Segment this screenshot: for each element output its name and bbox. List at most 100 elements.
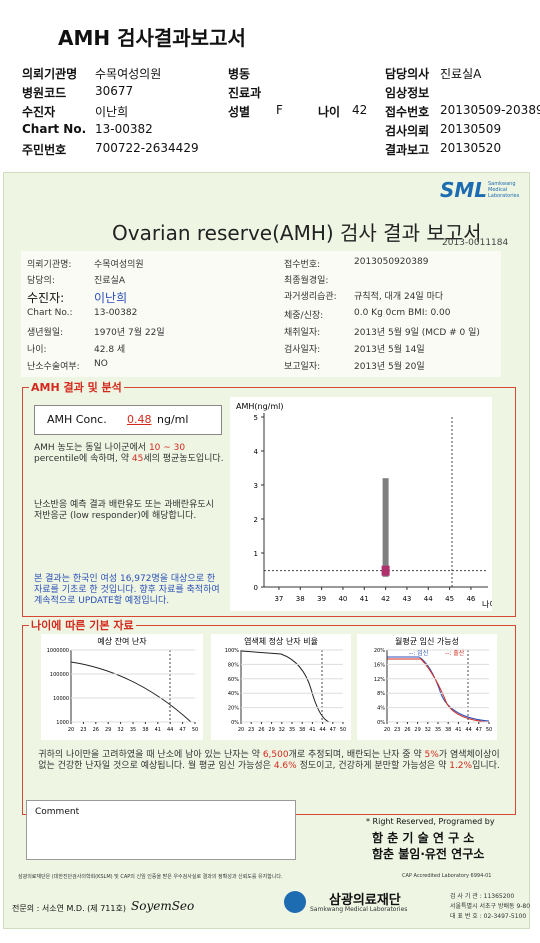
field-label: 체중/신장: xyxy=(284,311,324,321)
conc-label: AMH Conc. xyxy=(47,413,107,426)
x-tick-label: 35 xyxy=(435,727,441,733)
amh-chart: AMH(ng/ml)01234537383940414243444546나이 xyxy=(230,397,492,611)
text-segment: 45 xyxy=(131,454,144,464)
y-tick-label: 16% xyxy=(374,662,385,668)
field-label: 의뢰기관명 xyxy=(22,67,78,81)
para2: 난소반응 예측 결과 배란유도 또는 과배란유도시 저반응군 (low resp… xyxy=(34,500,224,522)
report: SML Samkwang Medical Laboratories Ovaria… xyxy=(3,172,530,929)
chart-title: 염색체 정상 난자 비율 xyxy=(244,636,318,646)
field-label: 의뢰기관명: xyxy=(27,260,72,270)
x-tick-label: 37 xyxy=(274,595,283,603)
x-tick-label: 23 xyxy=(248,727,254,733)
comment-box: Comment xyxy=(26,800,296,860)
field-value: 수목여성의원 xyxy=(95,67,162,81)
y-tick-label: 3 xyxy=(254,482,258,490)
x-tick-label: 47 xyxy=(476,727,482,733)
field-value: 진료실A xyxy=(94,276,125,286)
logo: SML xyxy=(440,178,488,202)
field-value: 규칙적, 대개 24일 마다 xyxy=(354,292,444,302)
field-label: 성별 xyxy=(228,105,251,119)
text-segment: 귀하의 나이만을 고려하였을 때 난소에 남아 있는 난자는 약 xyxy=(38,750,263,760)
field-label: 난소수술여부: xyxy=(27,362,80,372)
field-value: 42.8 세 xyxy=(94,345,126,355)
field-value: 이난희 xyxy=(94,291,128,305)
y-tick-label: 1000000 xyxy=(47,648,69,654)
amh-section: AMH 결과 및 분석 AMH Conc. 0.48 ng/ml AMH 농도는… xyxy=(22,379,516,617)
x-tick-label: 26 xyxy=(258,727,264,733)
field-value: 2013년 5월 14일 xyxy=(354,345,425,355)
org-info-line: 검 사 기 관 : 11365200 xyxy=(450,893,515,900)
y-tick-label: 0 xyxy=(254,584,258,592)
field-label: 나이: xyxy=(27,345,47,355)
field-value: 2013년 5월 9일 (MCD # 0 일) xyxy=(354,328,480,338)
y-tick-label: 60% xyxy=(228,677,239,683)
mini-chart: 예상 잔여 난자 1000 10000 100000 1000000 20 23 26 29 32… xyxy=(41,634,203,740)
field-label: 과거생리습관: xyxy=(284,292,337,302)
text-segment: 세의 평균농도입니다. xyxy=(143,454,224,464)
report-title: Ovarian reserve(AMH) 검사 결과 보고서 xyxy=(112,221,482,245)
field-label: 나이 xyxy=(318,105,341,119)
field-label: 주민번호 xyxy=(22,143,67,157)
text-segment: 본 결과는 한국인 여성 16,972명을 대상으로 한 자료를 기초로 한 것… xyxy=(34,574,220,606)
x-tick-label: 20 xyxy=(68,727,74,733)
x-tick-label: 44 xyxy=(424,595,433,603)
y-tick-label: 0% xyxy=(377,720,385,726)
comment-label: Comment xyxy=(35,807,80,817)
patient-box xyxy=(21,251,501,377)
field-value: 2013050920389 xyxy=(354,257,429,267)
field-value: 2013년 5월 20일 xyxy=(354,362,425,372)
basic-section: 나이에 따른 기본 자료 예상 잔여 난자 1000 10000 100000 1000… xyxy=(22,617,516,815)
x-tick-label: 38 xyxy=(296,595,305,603)
field-value: 1970년 7월 22일 xyxy=(94,328,165,338)
y-tick-label: 20% xyxy=(374,648,385,654)
y-tick-label: 20% xyxy=(228,706,239,712)
text-segment: 4.6% xyxy=(273,761,297,771)
y-tick-label: 0% xyxy=(231,720,239,726)
field-value: 13-00382 xyxy=(95,122,153,136)
field-value: 700722-2634429 xyxy=(95,141,199,155)
org-name: 삼광의료재단 xyxy=(329,893,401,908)
field-label: 병동 xyxy=(228,67,251,81)
field-label: 담당의사 xyxy=(385,67,430,81)
x-tick-label: 23 xyxy=(394,727,400,733)
x-tick-label: 47 xyxy=(330,727,336,733)
field-value: 진료실A xyxy=(440,67,482,81)
field-value: 13-00382 xyxy=(94,308,138,318)
field-label: Chart No.: xyxy=(27,308,73,318)
y-tick-label: 2 xyxy=(254,516,258,524)
signature: SoyemSeo xyxy=(131,899,195,913)
cap: CAP Accredited Laboratory 6994-01 xyxy=(402,873,492,879)
text-segment: 정도이고, 건강하게 분만할 가능성은 약 xyxy=(296,761,450,771)
x-tick-label: 46 xyxy=(466,595,475,603)
x-tick-label: 43 xyxy=(402,595,411,603)
text-segment: 10 ~ 30 xyxy=(148,443,186,453)
para3: 본 결과는 한국인 여성 16,972명을 대상으로 한 자료를 기초로 한 것… xyxy=(34,574,224,607)
field-value: 수목여성의원 xyxy=(94,260,144,270)
field-label: Chart No. xyxy=(22,122,87,136)
y-tick-label: 100% xyxy=(225,648,240,654)
x-tick-label: 41 xyxy=(360,595,369,603)
field-label: 보고일자: xyxy=(284,362,321,372)
org-sub: Samkwang Medical Laboratories xyxy=(310,906,408,913)
y-tick-label: 12% xyxy=(374,677,385,683)
doctor: 전문의 : 서소연 M.D. (제 711호) xyxy=(12,904,126,913)
value-box xyxy=(381,565,390,576)
x-tick-label: 50 xyxy=(486,727,492,733)
field-label: 수진자 xyxy=(22,105,56,119)
credit-org: 함 춘 기 술 연 구 소 xyxy=(372,831,475,845)
field-label: 생년월일: xyxy=(27,328,64,338)
field-value: F xyxy=(276,103,283,117)
x-tick-label: 38 xyxy=(299,727,305,733)
text-segment: 입니다. xyxy=(472,761,500,771)
field-value: 42 xyxy=(352,103,368,117)
field-label: 담당의: xyxy=(27,276,55,286)
x-tick-label: 32 xyxy=(279,727,285,733)
x-tick-label: 44 xyxy=(167,727,173,733)
field-label: 결과보고 xyxy=(385,143,430,157)
conc-box: AMH Conc. 0.48 ng/ml xyxy=(34,405,222,435)
y-axis-label: AMH(ng/ml) xyxy=(236,402,284,411)
org-logo xyxy=(284,891,306,913)
curve xyxy=(240,650,343,723)
x-tick-label: 45 xyxy=(445,595,454,603)
x-tick-label: 23 xyxy=(80,727,86,733)
